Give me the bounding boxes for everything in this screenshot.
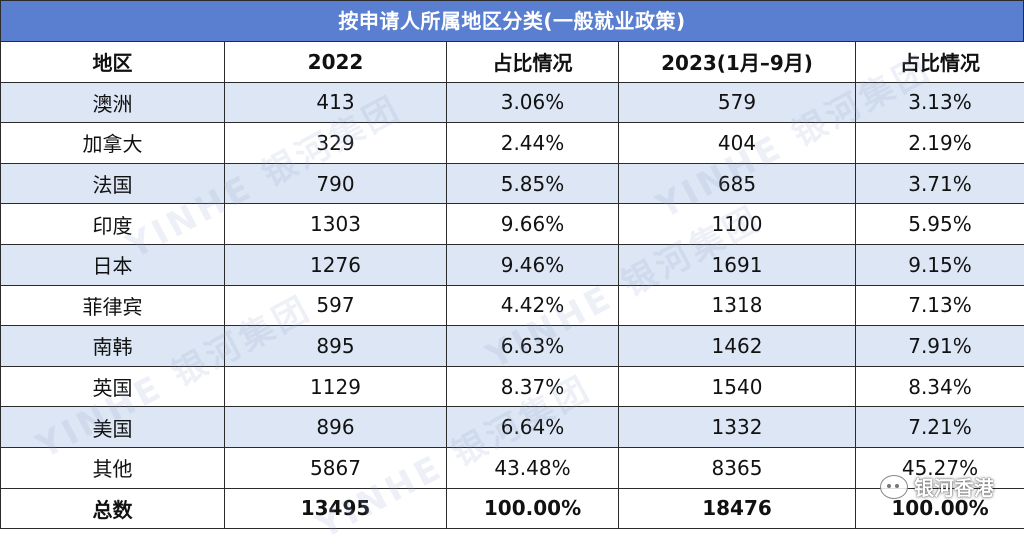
total-row: 总数 13495 100.00% 18476 100.00% [1,488,1024,529]
table-row: 印度 1303 9.66% 1100 5.95% [1,204,1024,245]
count-2023-cell: 685 [619,163,856,204]
region-cell: 南韩 [1,326,225,367]
table-row: 其他 5867 43.48% 8365 45.27% [1,447,1024,488]
count-2023-cell: 1691 [619,244,856,285]
share-2022-cell: 8.37% [447,366,619,407]
count-2023-cell: 1100 [619,204,856,245]
share-2023-cell: 9.15% [856,244,1024,285]
region-cell: 英国 [1,366,225,407]
share-2022-cell: 9.66% [447,204,619,245]
total-label: 总数 [1,488,225,529]
share-2022-cell: 9.46% [447,244,619,285]
share-2022-cell: 6.63% [447,326,619,367]
header-share-2023: 占比情况 [856,42,1024,83]
share-2022-cell: 3.06% [447,82,619,123]
count-2022-cell: 1303 [225,204,447,245]
count-2023-cell: 8365 [619,447,856,488]
table-row: 日本 1276 9.46% 1691 9.15% [1,244,1024,285]
share-2023-cell: 3.13% [856,82,1024,123]
count-2022-cell: 895 [225,326,447,367]
count-2023-cell: 404 [619,123,856,164]
table-row: 英国 1129 8.37% 1540 8.34% [1,366,1024,407]
region-cell: 日本 [1,244,225,285]
count-2022-cell: 329 [225,123,447,164]
table-row: 澳洲 413 3.06% 579 3.13% [1,82,1024,123]
total-2023: 18476 [619,488,856,529]
header-row: 地区 2022 占比情况 2023(1月–9月) 占比情况 [1,42,1024,83]
region-cell: 加拿大 [1,123,225,164]
share-2023-cell: 7.13% [856,285,1024,326]
header-2023: 2023(1月–9月) [619,42,856,83]
wechat-icon [880,475,908,499]
count-2022-cell: 790 [225,163,447,204]
table-row: 菲律宾 597 4.42% 1318 7.13% [1,285,1024,326]
header-2022: 2022 [225,42,447,83]
header-region: 地区 [1,42,225,83]
source-badge: 银河香港 [880,472,994,501]
share-2023-cell: 3.71% [856,163,1024,204]
region-cell: 菲律宾 [1,285,225,326]
table-row: 法国 790 5.85% 685 3.71% [1,163,1024,204]
region-cell: 印度 [1,204,225,245]
data-table: 地区 2022 占比情况 2023(1月–9月) 占比情况 澳洲 413 3.0… [0,41,1024,529]
count-2023-cell: 579 [619,82,856,123]
region-cell: 法国 [1,163,225,204]
count-2022-cell: 1129 [225,366,447,407]
region-cell: 澳洲 [1,82,225,123]
share-2022-cell: 2.44% [447,123,619,164]
count-2022-cell: 896 [225,407,447,448]
share-2022-cell: 4.42% [447,285,619,326]
count-2023-cell: 1318 [619,285,856,326]
count-2023-cell: 1332 [619,407,856,448]
share-2023-cell: 2.19% [856,123,1024,164]
share-2023-cell: 5.95% [856,204,1024,245]
badge-text: 银河香港 [914,472,994,501]
count-2022-cell: 5867 [225,447,447,488]
region-cell: 其他 [1,447,225,488]
total-share-2022: 100.00% [447,488,619,529]
share-2023-cell: 8.34% [856,366,1024,407]
share-2022-cell: 43.48% [447,447,619,488]
count-2023-cell: 1462 [619,326,856,367]
region-cell: 美国 [1,407,225,448]
share-2022-cell: 6.64% [447,407,619,448]
share-2023-cell: 7.21% [856,407,1024,448]
count-2022-cell: 597 [225,285,447,326]
share-2022-cell: 5.85% [447,163,619,204]
share-2023-cell: 7.91% [856,326,1024,367]
total-2022: 13495 [225,488,447,529]
header-share-2022: 占比情况 [447,42,619,83]
table-row: 南韩 895 6.63% 1462 7.91% [1,326,1024,367]
table-row: 加拿大 329 2.44% 404 2.19% [1,123,1024,164]
count-2022-cell: 413 [225,82,447,123]
count-2023-cell: 1540 [619,366,856,407]
count-2022-cell: 1276 [225,244,447,285]
table-row: 美国 896 6.64% 1332 7.21% [1,407,1024,448]
table-title: 按申请人所属地区分类(一般就业政策) [0,0,1024,42]
